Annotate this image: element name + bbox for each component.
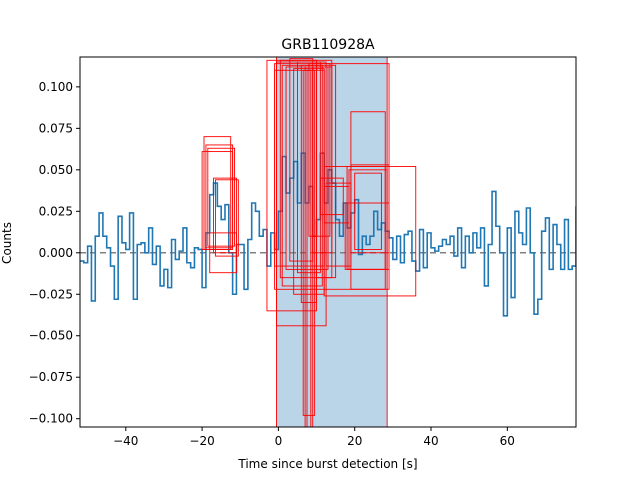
y-tick-label: −0.075 [29,370,73,384]
y-tick-label: −0.050 [29,329,73,343]
highlight-box [209,232,237,274]
highlight-box [344,202,390,270]
x-axis-label: Time since burst detection [s] [237,457,417,471]
x-tick-label: 40 [423,434,438,448]
highlight-box [297,61,321,274]
y-axis-label: Counts [0,222,14,264]
highlight-box [316,64,337,279]
x-axis-ticks: −40 −20 0 20 40 60 [113,427,515,448]
highlight-box [214,179,239,257]
highlight-box [323,166,417,297]
y-tick-label: 0.075 [39,121,73,135]
x-tick-label: 20 [347,434,362,448]
y-tick-label: −0.025 [29,287,73,301]
highlight-box [207,147,235,247]
y-axis-ticks: −0.100 −0.075 −0.050 −0.025 0.000 0.025 0.050 0… [29,80,80,426]
y-tick-label: 0.050 [39,163,73,177]
y-tick-label: 0.100 [39,80,73,94]
x-tick-label: −40 [113,434,138,448]
x-tick-label: −20 [189,434,214,448]
boxes-layer [201,57,417,427]
y-tick-label: −0.100 [29,412,73,426]
x-tick-label: 0 [275,434,283,448]
axes-frame [79,56,577,428]
highlight-box [213,177,237,254]
y-tick-label: 0.025 [39,204,73,218]
x-tick-label: 60 [500,434,515,448]
highlight-box [354,172,382,250]
highlight-box [312,66,333,254]
plot-area [80,57,576,427]
chart-title: GRB110928A [281,37,375,53]
y-tick-label: 0.000 [39,246,73,260]
highlight-box [201,151,234,250]
highlight-box [308,63,331,237]
highlight-box [319,177,344,216]
